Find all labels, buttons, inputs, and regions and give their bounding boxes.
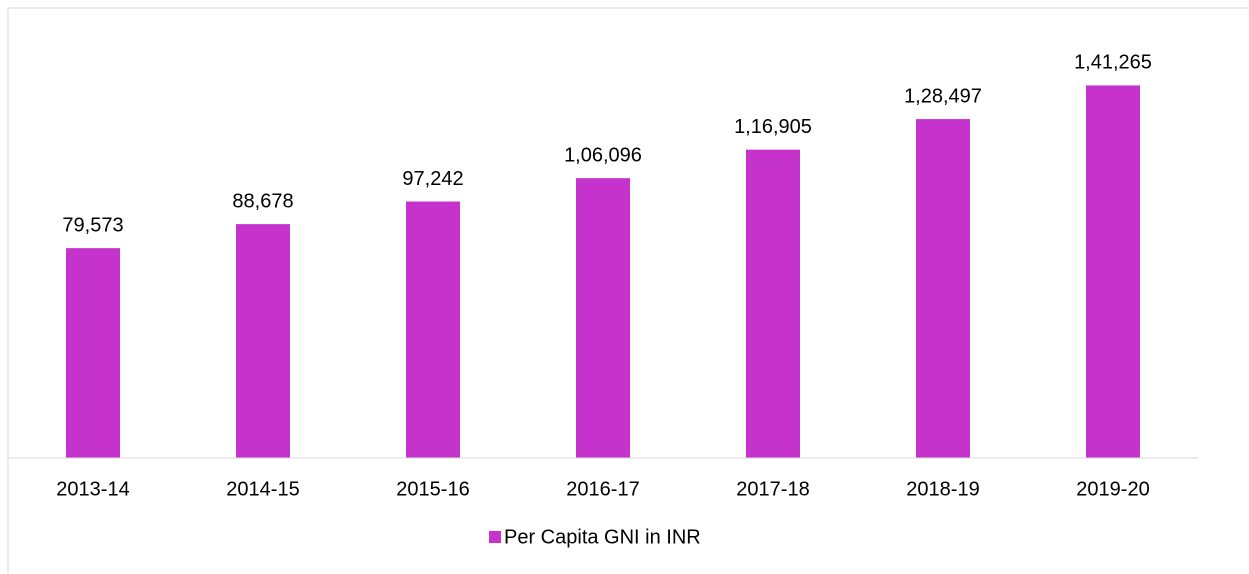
x-tick-label: 2013-14 [56,478,129,500]
data-label: 1,06,096 [564,144,642,166]
data-label: 1,28,497 [904,85,982,107]
bar [746,149,800,458]
data-label: 1,16,905 [734,116,812,138]
data-label: 1,41,265 [1074,52,1152,74]
x-tick-label: 2017-18 [736,478,809,500]
legend-swatch [489,531,501,543]
data-label: 79,573 [62,214,123,236]
bar [1086,85,1140,458]
legend-label: Per Capita GNI in INR [504,526,701,548]
x-tick-label: 2015-16 [396,478,469,500]
x-tick-label: 2014-15 [226,478,299,500]
x-tick-label: 2016-17 [566,478,639,500]
data-label: 88,678 [232,190,293,212]
bar [236,224,290,458]
bar [66,248,120,458]
bar [576,178,630,458]
bar [916,119,970,458]
data-label: 97,242 [402,168,463,190]
x-tick-label: 2019-20 [1076,478,1149,500]
x-tick-label: 2018-19 [906,478,979,500]
bar [406,201,460,458]
